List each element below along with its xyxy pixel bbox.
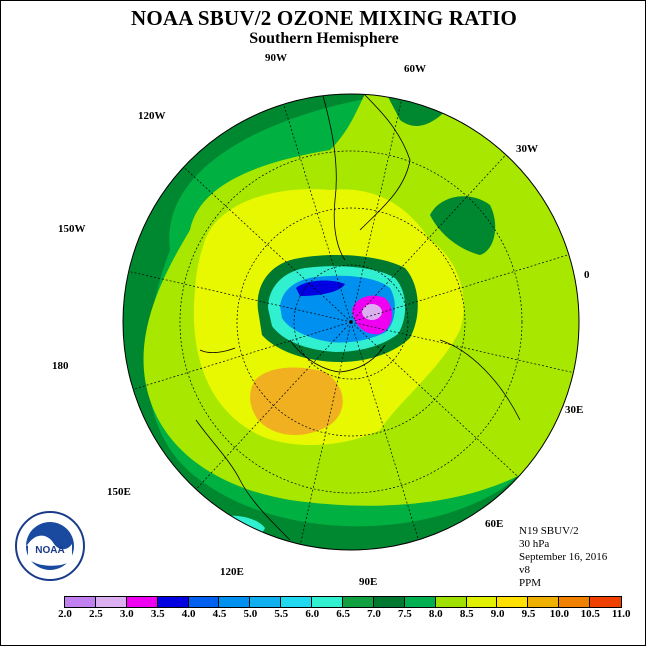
colorbar-tick-label: 7.0 — [367, 608, 381, 620]
colorbar-tick-label: 9.5 — [521, 608, 536, 620]
ozone-band-dark-patch — [430, 196, 496, 255]
ozone-band-orange — [250, 367, 343, 436]
colorbar-tick-label: 4.5 — [212, 608, 227, 620]
ozone-hole-core-light — [362, 304, 382, 320]
colorbar-swatch — [281, 597, 313, 607]
colorbar-tick-label: 7.5 — [398, 608, 412, 620]
info-block: N19 SBUV/2 30 hPa September 16, 2016 v8 … — [519, 525, 607, 590]
info-level: 30 hPa — [519, 538, 550, 550]
colorbar-tick-label: 5.5 — [274, 608, 289, 620]
colorbar-tick-label: 2.0 — [58, 608, 72, 620]
colorbar-swatch — [95, 597, 127, 607]
colorbar-tick-label: 3.5 — [150, 608, 165, 620]
lon-label-60w: 60W — [404, 63, 426, 75]
meridian-line — [133, 321, 352, 390]
map-boundary — [122, 93, 580, 551]
colorbar-tick-label: 10.5 — [580, 608, 600, 620]
lon-label-90w: 90W — [265, 52, 287, 64]
colorbar-swatch — [466, 597, 498, 607]
meridian-line — [183, 166, 352, 323]
lon-label-90e: 90E — [359, 576, 378, 588]
meridian-line — [350, 321, 419, 540]
meridian-line — [300, 321, 352, 545]
colorbar-tick-label: 3.0 — [119, 608, 134, 620]
meridian-line — [350, 154, 507, 323]
colorbar-swatch — [65, 597, 96, 607]
colorbar-swatch — [126, 597, 158, 607]
colorbar-tick-label: 8.5 — [459, 608, 474, 620]
ozone-hole-deep-blue — [296, 280, 345, 296]
colorbar-swatch — [404, 597, 436, 607]
lon-label-150e: 150E — [107, 486, 131, 498]
colorbar-swatch — [528, 597, 560, 607]
colorbar-swatch — [250, 597, 282, 607]
meridians — [128, 99, 574, 545]
colorbar-swatch — [559, 597, 591, 607]
colorbar-swatch — [435, 597, 467, 607]
colorbar-swatch — [590, 597, 622, 607]
page-title: NOAA SBUV/2 OZONE MIXING RATIO — [131, 6, 517, 30]
colorbar-tick-label: 6.5 — [336, 608, 350, 620]
colorbar-swatch — [157, 597, 189, 607]
info-date: September 16, 2016 — [519, 551, 608, 563]
page-subtitle: Southern Hemisphere — [249, 30, 399, 47]
colorbar-swatch — [188, 597, 220, 607]
lon-label-60e: 60E — [485, 518, 504, 530]
noaa-logo-text: NOAA — [35, 545, 64, 556]
noaa-logo: NOAA — [14, 510, 86, 587]
colorbar-tick-label: 11.0 — [611, 608, 631, 620]
colorbar-tick-label: 4.0 — [181, 608, 196, 620]
lon-label-0: 0 — [584, 269, 590, 281]
graticule — [179, 150, 523, 494]
lon-label-120e: 120E — [220, 566, 244, 578]
colorbar-swatch — [219, 597, 251, 607]
lon-label-180: 180 — [52, 360, 69, 372]
meridian-line — [350, 321, 574, 373]
meridian-line — [350, 321, 519, 478]
meridian-line — [195, 321, 352, 490]
info-satellite: N19 SBUV/2 — [519, 525, 579, 537]
meridian-line — [350, 254, 569, 323]
info-units: PPM — [519, 577, 542, 589]
colorbar-swatch — [343, 597, 374, 607]
colorbar-tick-label: 5.0 — [243, 608, 258, 620]
colorbar-tick-label: 2.5 — [89, 608, 103, 620]
colorbar — [64, 596, 623, 608]
lon-label-30w: 30W — [516, 143, 538, 155]
colorbar-tick-label: 8.0 — [428, 608, 443, 620]
lon-label-30e: 30E — [565, 404, 584, 416]
colorbar-swatch — [373, 597, 405, 607]
colorbar-tick-label: 10.0 — [549, 608, 570, 620]
colorbar-tick-label: 9.0 — [490, 608, 505, 620]
colorbar-swatch — [312, 597, 344, 607]
meridian-line — [350, 99, 402, 323]
colorbar-swatch — [497, 597, 529, 607]
meridian-line — [283, 104, 352, 323]
lon-label-120w: 120W — [138, 110, 166, 122]
coastlines — [195, 94, 521, 541]
lon-label-150w: 150W — [58, 223, 86, 235]
info-version: v8 — [519, 564, 530, 576]
colorbar-tick-label: 6.0 — [305, 608, 320, 620]
meridian-line — [128, 271, 352, 323]
